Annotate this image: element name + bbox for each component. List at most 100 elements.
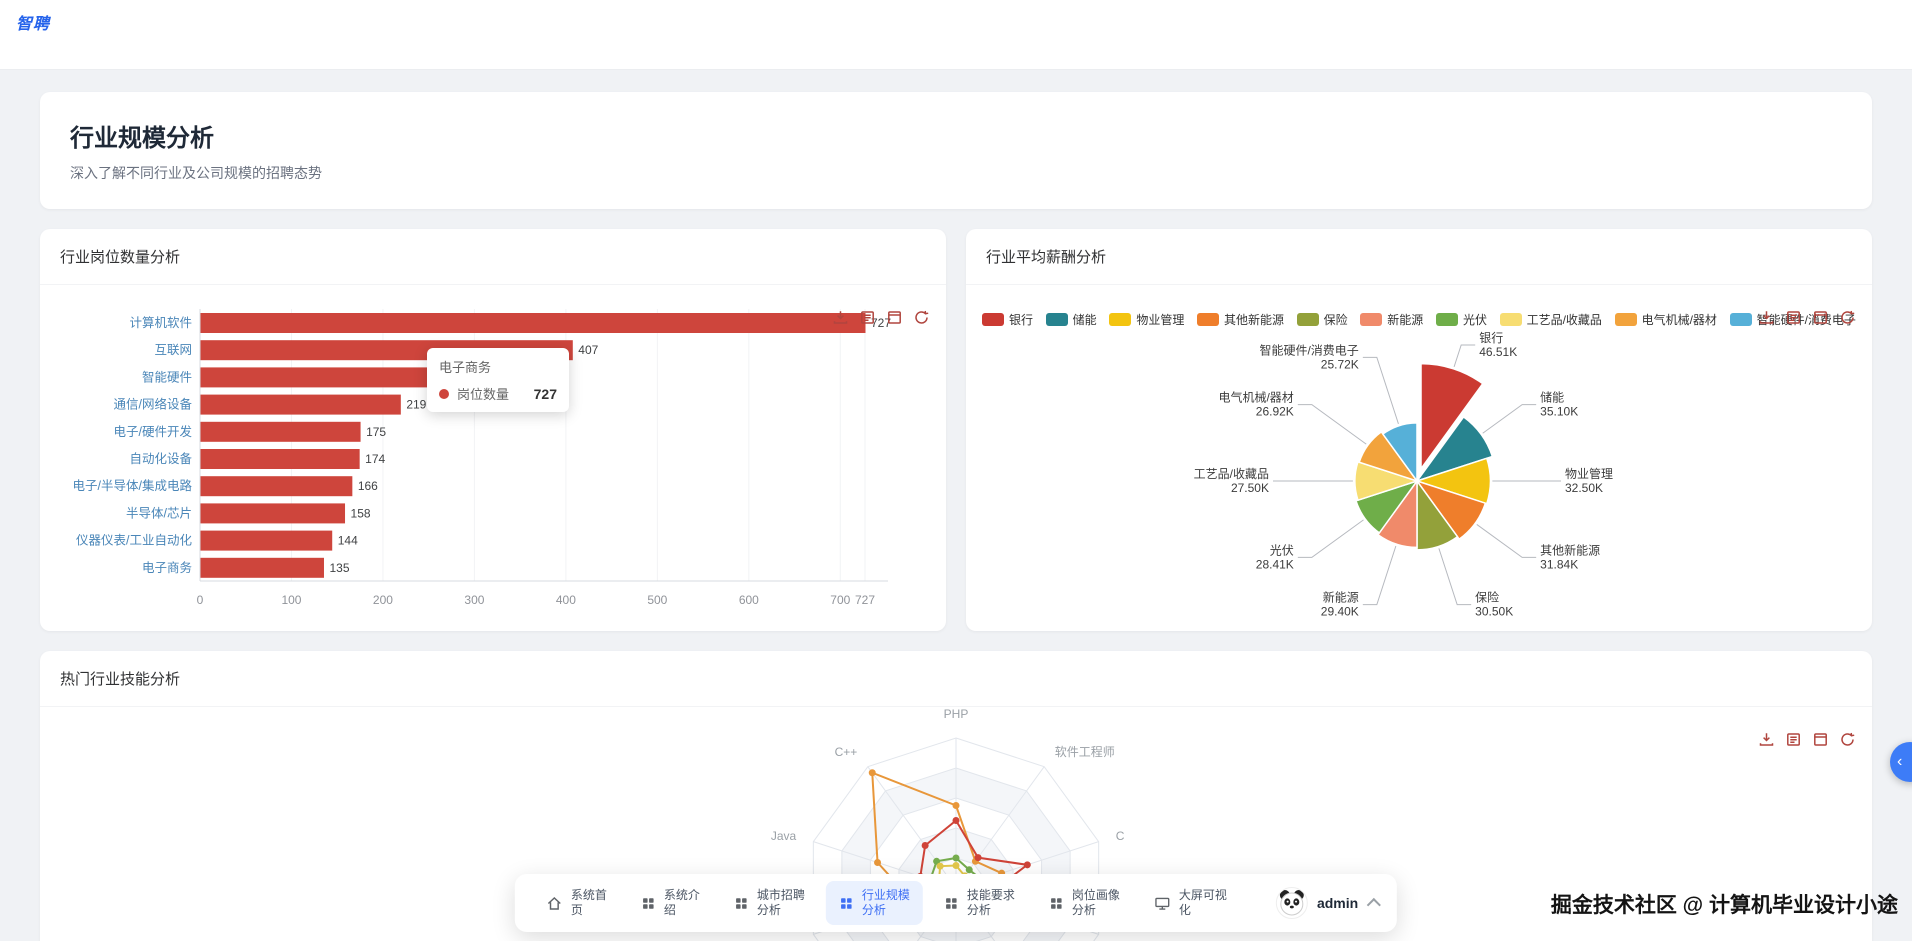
pie-slice[interactable] <box>1416 478 1459 551</box>
nav-item-系统介绍[interactable]: 系统介绍 <box>628 881 713 925</box>
pie-slice[interactable] <box>1376 478 1418 549</box>
radar-point[interactable] <box>965 866 973 874</box>
data-view-icon[interactable] <box>859 309 876 326</box>
radar-point[interactable] <box>933 857 941 865</box>
bar[interactable] <box>200 421 361 442</box>
pie-label-value: 26.92K <box>1256 405 1294 419</box>
data-view-icon[interactable] <box>1785 309 1802 326</box>
legend-item[interactable]: 保险 <box>1296 311 1348 328</box>
compare-icon[interactable] <box>1812 731 1829 748</box>
nav-item-城市招聘分析[interactable]: 城市招聘 分析 <box>721 881 818 925</box>
bar-chart[interactable]: 0 100 200 300 400 500 600 700 727 计算机软件 727 互联网 407 智… <box>40 285 946 631</box>
radar-axis-label: C++ <box>835 745 858 759</box>
bar-category-label[interactable]: 半导体/芯片 <box>126 506 192 520</box>
download-icon[interactable] <box>1758 309 1775 326</box>
bar-category-label[interactable]: 电子/半导体/集成电路 <box>73 478 193 493</box>
legend-label: 储能 <box>1072 313 1097 327</box>
pie-chart[interactable]: 银行46.51K储能35.10K物业管理32.50K其他新能源31.84K保险3… <box>966 285 1872 631</box>
pie-label-value: 35.10K <box>1540 405 1578 419</box>
bar-category-label[interactable]: 电子商务 <box>142 560 192 575</box>
pie-slice[interactable] <box>1415 415 1494 483</box>
legend-item[interactable]: 储能 <box>1045 311 1097 328</box>
pie-label-name: 储能 <box>1540 390 1564 405</box>
floating-help-button[interactable]: ‹ <box>1890 742 1912 782</box>
legend-item[interactable]: 新能源 <box>1360 311 1423 328</box>
user-menu[interactable]: admin <box>1275 887 1382 919</box>
bar[interactable] <box>200 340 573 361</box>
compare-icon[interactable] <box>1812 309 1829 326</box>
bar-category-label[interactable]: 互联网 <box>154 343 192 357</box>
pie-label-value: 27.50K <box>1231 481 1269 495</box>
data-view-icon[interactable] <box>1785 731 1802 748</box>
radar-axis-label: 软件工程师 <box>1055 744 1115 759</box>
nav-item-label: 城市招聘 分析 <box>756 888 805 917</box>
grid-icon <box>839 896 854 911</box>
legend-item[interactable]: 物业管理 <box>1109 311 1184 328</box>
nav-item-label: 系统介绍 <box>663 888 700 917</box>
download-icon[interactable] <box>832 309 849 326</box>
restore-icon[interactable] <box>913 309 930 326</box>
radar-point[interactable] <box>974 854 982 862</box>
nav-item-行业规模分析[interactable]: 行业规模 分析 <box>825 881 923 925</box>
chart-toolbox <box>1758 309 1856 326</box>
bar[interactable] <box>200 449 360 469</box>
pie-slice[interactable] <box>1358 430 1419 483</box>
radar-point[interactable] <box>921 842 929 850</box>
restore-icon[interactable] <box>1839 309 1856 326</box>
nav-item-label: 系统首页 <box>570 888 607 917</box>
bar[interactable] <box>200 476 353 497</box>
bar-category-label[interactable]: 电子/硬件开发 <box>114 424 193 439</box>
legend-item[interactable]: 工艺品/收藏品 <box>1499 311 1602 328</box>
legend-item[interactable]: 电气机械/器材 <box>1614 311 1717 328</box>
bar-category-label[interactable]: 计算机软件 <box>129 315 192 330</box>
bar[interactable] <box>200 313 866 333</box>
radar-axis-label: PHP <box>944 707 969 721</box>
nav-item-岗位画像分析[interactable]: 岗位画像 分析 <box>1036 881 1133 925</box>
radar-point[interactable] <box>952 817 960 824</box>
restore-icon[interactable] <box>1839 731 1856 748</box>
legend-swatch <box>1196 313 1219 326</box>
bar[interactable] <box>200 530 333 551</box>
bar-category-label[interactable]: 智能硬件 <box>142 369 192 384</box>
pie-legend: 银行 储能 物业管理 其他新能源 保险 新能源 光伏 工艺品/收藏品 电气机械/器材 智能硬件/消… <box>982 311 1856 328</box>
radar-point[interactable] <box>952 802 960 809</box>
radar-point[interactable] <box>868 769 876 777</box>
bar[interactable] <box>200 503 346 524</box>
svg-text:0: 0 <box>197 593 204 607</box>
app-logo[interactable]: 智聘 <box>16 16 51 33</box>
compare-icon[interactable] <box>886 309 903 326</box>
pie-slice[interactable] <box>1355 479 1419 534</box>
radar-point[interactable] <box>874 859 882 867</box>
bar-category-label[interactable]: 通信/网络设备 <box>114 397 193 412</box>
bar-category-label[interactable]: 自动化设备 <box>129 451 192 466</box>
radar-point[interactable] <box>936 862 944 870</box>
radar-point[interactable] <box>952 862 960 869</box>
pie-label-name: 工艺品/收藏品 <box>1194 467 1269 481</box>
pie-slice[interactable] <box>1420 362 1484 471</box>
pie-slice[interactable] <box>1415 479 1487 541</box>
bar[interactable] <box>200 557 324 578</box>
legend-item[interactable]: 光伏 <box>1435 311 1487 328</box>
nav-item-技能要求分析[interactable]: 技能要求 分析 <box>931 881 1028 925</box>
download-icon[interactable] <box>1758 731 1775 748</box>
nav-item-系统首页[interactable]: 系统首页 <box>533 881 620 925</box>
legend-item[interactable]: 其他新能源 <box>1196 311 1284 328</box>
pie-label-value: 28.41K <box>1256 557 1294 571</box>
panda-icon <box>1275 887 1308 919</box>
legend-label: 智能硬件/消费电子 <box>1756 313 1856 327</box>
legend-label: 光伏 <box>1462 313 1487 327</box>
bar-category-label[interactable]: 仪器仪表/工业自动化 <box>76 534 192 548</box>
pie-slice[interactable] <box>1381 422 1418 484</box>
radar-point[interactable] <box>1023 861 1031 869</box>
bar[interactable] <box>200 394 401 415</box>
user-name: admin <box>1316 895 1359 911</box>
radar-point[interactable] <box>952 854 960 862</box>
pie-slice[interactable] <box>1354 460 1420 502</box>
legend-item[interactable]: 银行 <box>982 311 1033 328</box>
nav-item-大屏可视化[interactable]: 大屏可视化 <box>1141 881 1240 925</box>
pie-slice[interactable] <box>1414 457 1492 505</box>
bar-value-label: 219 <box>406 398 426 412</box>
legend-swatch <box>1360 313 1383 326</box>
bar[interactable] <box>200 367 494 388</box>
legend-item[interactable]: 智能硬件/消费电子 <box>1729 311 1856 328</box>
